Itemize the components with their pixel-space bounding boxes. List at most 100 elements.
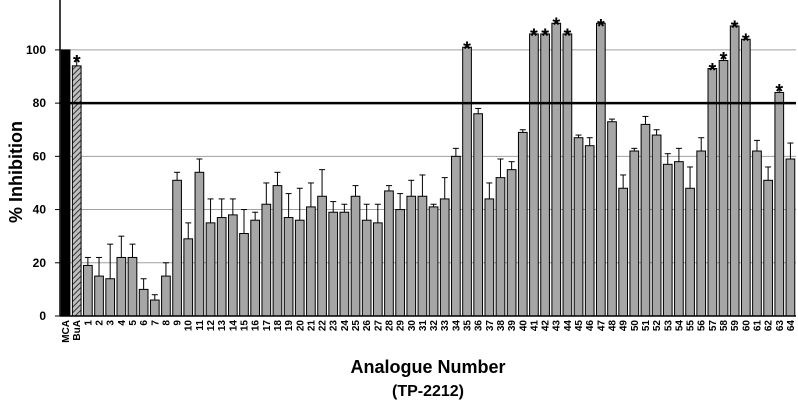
- x-tick-label: 41: [529, 320, 540, 332]
- bar: [473, 113, 484, 317]
- x-tick-label: 61: [752, 320, 763, 332]
- x-tick-label: 30: [407, 320, 418, 332]
- bar: [406, 195, 417, 317]
- bar: [250, 219, 261, 317]
- x-axis-title: Analogue Number: [350, 357, 505, 377]
- bar: [161, 275, 171, 317]
- significance-marker: *: [775, 81, 783, 103]
- x-tick-label: 46: [585, 320, 596, 332]
- bar: [105, 278, 116, 317]
- bar: [551, 22, 562, 317]
- significance-marker: *: [731, 17, 739, 39]
- x-tick-label: 16: [251, 320, 262, 332]
- bar: [718, 60, 729, 317]
- bar: [60, 49, 71, 317]
- x-tick-label: 14: [228, 320, 239, 332]
- significance-marker: *: [552, 15, 560, 37]
- significance-marker: *: [463, 39, 471, 61]
- bar: [94, 275, 104, 317]
- x-tick-label: 49: [619, 320, 630, 332]
- bar: [261, 203, 272, 317]
- x-tick-label: 15: [240, 320, 251, 332]
- y-tick-label: 20: [33, 256, 47, 270]
- x-tick-label: 51: [641, 320, 652, 332]
- x-tick-label: 33: [440, 320, 451, 332]
- bar: [595, 22, 606, 317]
- bar: [83, 264, 93, 317]
- x-tick-label: 53: [663, 320, 674, 332]
- bar: [629, 150, 640, 317]
- bar: [562, 33, 573, 317]
- x-tick-label: 6: [139, 320, 150, 326]
- x-tick-label: 3: [106, 320, 117, 326]
- x-tick-label: 40: [518, 320, 529, 332]
- x-tick-label: 42: [541, 320, 552, 332]
- x-tick-label: 7: [150, 320, 161, 326]
- x-tick-label: 36: [474, 320, 485, 332]
- bar: [294, 219, 305, 317]
- significance-marker: *: [742, 31, 750, 53]
- bar: [506, 169, 517, 317]
- x-tick-label: 35: [463, 320, 474, 332]
- x-tick-label: 52: [652, 320, 663, 332]
- bar: [451, 155, 461, 317]
- bar: [785, 158, 796, 317]
- x-tick-label: 29: [396, 320, 407, 332]
- bar: [540, 33, 550, 317]
- x-tick-label: 63: [775, 320, 786, 332]
- x-tick-label: 39: [507, 320, 518, 332]
- bar: [763, 179, 773, 317]
- bar: [495, 177, 506, 317]
- bar: [417, 195, 428, 317]
- x-tick-label: 18: [273, 320, 284, 332]
- bar: [328, 211, 339, 317]
- x-tick-label: 50: [630, 320, 641, 332]
- x-tick-label: 12: [206, 320, 217, 332]
- x-tick-label: 24: [340, 320, 351, 332]
- x-tick-label: 27: [373, 320, 384, 332]
- x-tick-label: 20: [295, 320, 306, 332]
- bar: [484, 198, 495, 317]
- bar: [205, 222, 216, 317]
- x-tick-label: 44: [563, 320, 574, 332]
- x-tick-label: 23: [329, 320, 340, 332]
- bar: [573, 137, 584, 317]
- bar: [774, 91, 785, 317]
- x-tick-label: 4: [117, 320, 128, 326]
- x-tick-label: 45: [574, 320, 585, 332]
- y-tick-label: 60: [33, 149, 47, 163]
- bar: [752, 150, 762, 317]
- x-tick-label: 28: [384, 320, 395, 332]
- bar: [227, 214, 238, 317]
- bar: [685, 187, 695, 317]
- bar: [116, 256, 127, 317]
- significance-marker: *: [720, 49, 728, 71]
- bar: [272, 185, 283, 317]
- bar: [740, 38, 751, 317]
- x-tick-label: 55: [686, 320, 697, 332]
- x-tick-label: 64: [786, 320, 797, 332]
- bar: [149, 299, 160, 317]
- x-tick-label: 19: [284, 320, 295, 332]
- x-tick-label: 38: [496, 320, 507, 332]
- significance-marker: *: [541, 25, 549, 47]
- x-tick-label: 13: [217, 320, 228, 332]
- bar: [127, 256, 138, 317]
- x-tick-label: 2: [95, 320, 106, 326]
- bar: [239, 233, 249, 317]
- significance-marker: *: [563, 25, 571, 47]
- y-tick-label: 0: [39, 309, 46, 323]
- bar: [618, 187, 629, 317]
- bar: [172, 179, 182, 317]
- y-tick-label: 100: [26, 43, 46, 57]
- bar: [529, 33, 539, 317]
- x-tick-label: 21: [306, 320, 317, 332]
- x-tick-label: 11: [195, 320, 206, 331]
- x-tick-label: 5: [128, 320, 139, 326]
- x-tick-label: 32: [429, 320, 440, 332]
- y-tick-label: 40: [33, 203, 47, 217]
- bar: [283, 217, 294, 317]
- x-tick-label: 43: [552, 320, 563, 332]
- x-tick-label: 37: [485, 320, 496, 332]
